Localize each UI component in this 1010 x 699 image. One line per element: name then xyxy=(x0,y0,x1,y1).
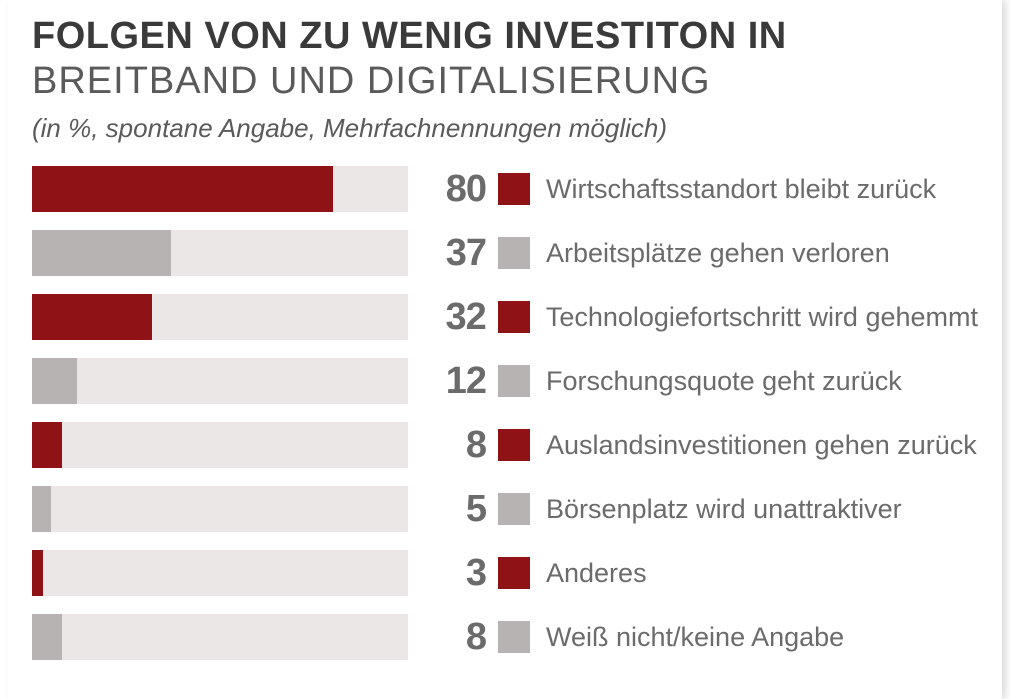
chart-card: FOLGEN VON ZU WENIG INVESTITON IN BREITB… xyxy=(8,0,1002,699)
bar-value: 5 xyxy=(408,488,492,531)
bar-fill xyxy=(32,486,51,532)
chart-row: 8 Auslandsinvestitionen gehen zurück xyxy=(32,422,978,468)
chart-row: 5 Börsenplatz wird unattraktiver xyxy=(32,486,978,532)
bar-fill xyxy=(32,166,333,212)
legend-swatch xyxy=(498,301,530,333)
legend-swatch xyxy=(498,429,530,461)
legend-swatch xyxy=(498,365,530,397)
bar-value: 32 xyxy=(408,296,492,339)
bar-track xyxy=(32,550,408,596)
bar-value: 8 xyxy=(408,424,492,467)
chart-row: 8 Weiß nicht/keine Angabe xyxy=(32,614,978,660)
bar-track xyxy=(32,230,408,276)
legend-swatch xyxy=(498,621,530,653)
legend-swatch xyxy=(498,493,530,525)
chart-row: 80 Wirtschaftsstandort bleibt zurück xyxy=(32,166,978,212)
chart-row: 32 Technologiefortschritt wird gehemmt xyxy=(32,294,978,340)
chart-rows: 80 Wirtschaftsstandort bleibt zurück 37 Arb… xyxy=(32,166,978,660)
bar-fill xyxy=(32,358,77,404)
bar-label: Auslandsinvestitionen gehen zurück xyxy=(546,430,977,461)
bar-label: Anderes xyxy=(546,558,647,589)
bar-label: Technologiefortschritt wird gehemmt xyxy=(546,302,978,333)
bar-value: 37 xyxy=(408,232,492,275)
bar-fill xyxy=(32,550,43,596)
bar-track xyxy=(32,614,408,660)
chart-row: 37 Arbeitsplätze gehen verloren xyxy=(32,230,978,276)
bar-fill xyxy=(32,294,152,340)
chart-row: 3 Anderes xyxy=(32,550,978,596)
bar-fill xyxy=(32,614,62,660)
bar-value: 3 xyxy=(408,552,492,595)
bar-label: Arbeitsplätze gehen verloren xyxy=(546,238,890,269)
bar-fill xyxy=(32,230,171,276)
bar-value: 80 xyxy=(408,168,492,211)
legend-swatch xyxy=(498,557,530,589)
bar-track xyxy=(32,422,408,468)
bar-track xyxy=(32,294,408,340)
legend-swatch xyxy=(498,237,530,269)
chart-row: 12 Forschungsquote geht zurück xyxy=(32,358,978,404)
chart-title-line1: FOLGEN VON ZU WENIG INVESTITON IN xyxy=(32,16,978,58)
bar-label: Börsenplatz wird unattraktiver xyxy=(546,494,902,525)
bar-label: Weiß nicht/keine Angabe xyxy=(546,622,844,653)
bar-track xyxy=(32,358,408,404)
legend-swatch xyxy=(498,173,530,205)
bar-label: Forschungsquote geht zurück xyxy=(546,366,902,397)
chart-title-line2: BREITBAND UND DIGITALISIERUNG xyxy=(32,60,978,104)
chart-subtitle: (in %, spontane Angabe, Mehrfachnennunge… xyxy=(32,113,978,144)
bar-fill xyxy=(32,422,62,468)
bar-track xyxy=(32,166,408,212)
bar-track xyxy=(32,486,408,532)
bar-value: 12 xyxy=(408,360,492,403)
bar-label: Wirtschaftsstandort bleibt zurück xyxy=(546,174,936,205)
bar-value: 8 xyxy=(408,616,492,659)
